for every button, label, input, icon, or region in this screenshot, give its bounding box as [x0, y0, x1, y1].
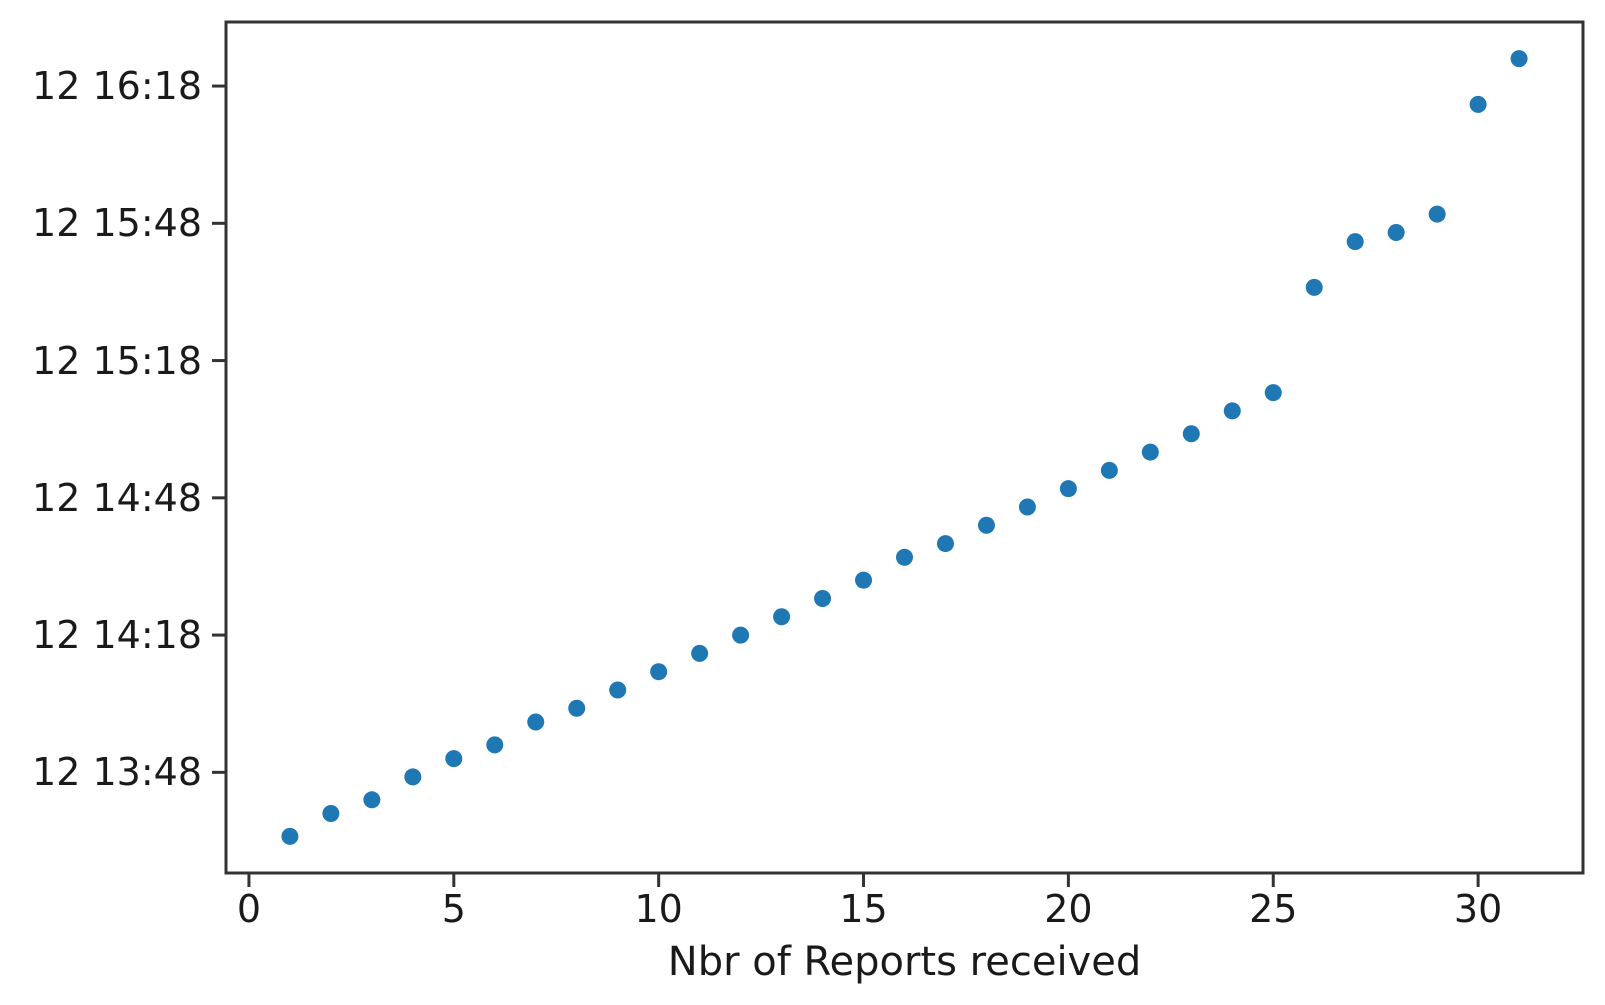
- plot-spines: [224, 20, 1585, 875]
- data-point: [1264, 384, 1282, 402]
- data-point: [1018, 498, 1036, 516]
- y-tick-label: 12 14:48: [32, 475, 202, 520]
- data-point: [1182, 425, 1200, 443]
- x-tick-label: 20: [1044, 887, 1093, 931]
- data-point: [281, 827, 299, 845]
- data-point: [814, 589, 832, 607]
- data-point: [322, 805, 340, 823]
- data-point: [1387, 223, 1405, 241]
- data-point: [609, 681, 627, 699]
- data-point: [773, 608, 791, 626]
- data-point: [1141, 443, 1159, 461]
- data-point: [486, 736, 504, 754]
- data-point: [936, 535, 954, 553]
- x-tick-label: 25: [1249, 887, 1298, 931]
- x-tick-label: 15: [839, 887, 888, 931]
- data-point: [404, 768, 422, 786]
- data-point: [1059, 480, 1077, 498]
- x-tick-label: 30: [1453, 887, 1503, 931]
- data-point: [1428, 205, 1446, 223]
- data-point: [1305, 278, 1323, 296]
- data-point: [650, 663, 668, 681]
- x-tick-label: 0: [236, 887, 262, 931]
- y-tick-label: 12 13:48: [32, 750, 202, 795]
- data-point: [896, 548, 913, 566]
- data-point: [1469, 95, 1487, 113]
- x-tick-label: 5: [441, 887, 466, 931]
- data-point: [691, 644, 709, 662]
- data-point: [855, 571, 873, 589]
- y-tick-label: 12 16:18: [32, 64, 202, 109]
- data-point: [527, 713, 545, 731]
- y-tick-label: 12 14:18: [32, 613, 202, 658]
- data-point: [1510, 50, 1528, 68]
- data-point: [363, 791, 381, 809]
- data-point: [445, 750, 463, 768]
- x-axis-label: Nbr of Reports received: [667, 939, 1142, 985]
- y-tick-label: 12 15:48: [32, 201, 202, 246]
- data-point: [1100, 461, 1118, 479]
- data-point: [568, 699, 586, 717]
- data-point: [1223, 402, 1241, 420]
- data-point: [977, 516, 995, 534]
- data-point: [1346, 233, 1364, 251]
- data-point: [732, 626, 750, 644]
- y-tick-label: 12 15:18: [32, 338, 202, 383]
- x-tick-label: 10: [634, 887, 683, 931]
